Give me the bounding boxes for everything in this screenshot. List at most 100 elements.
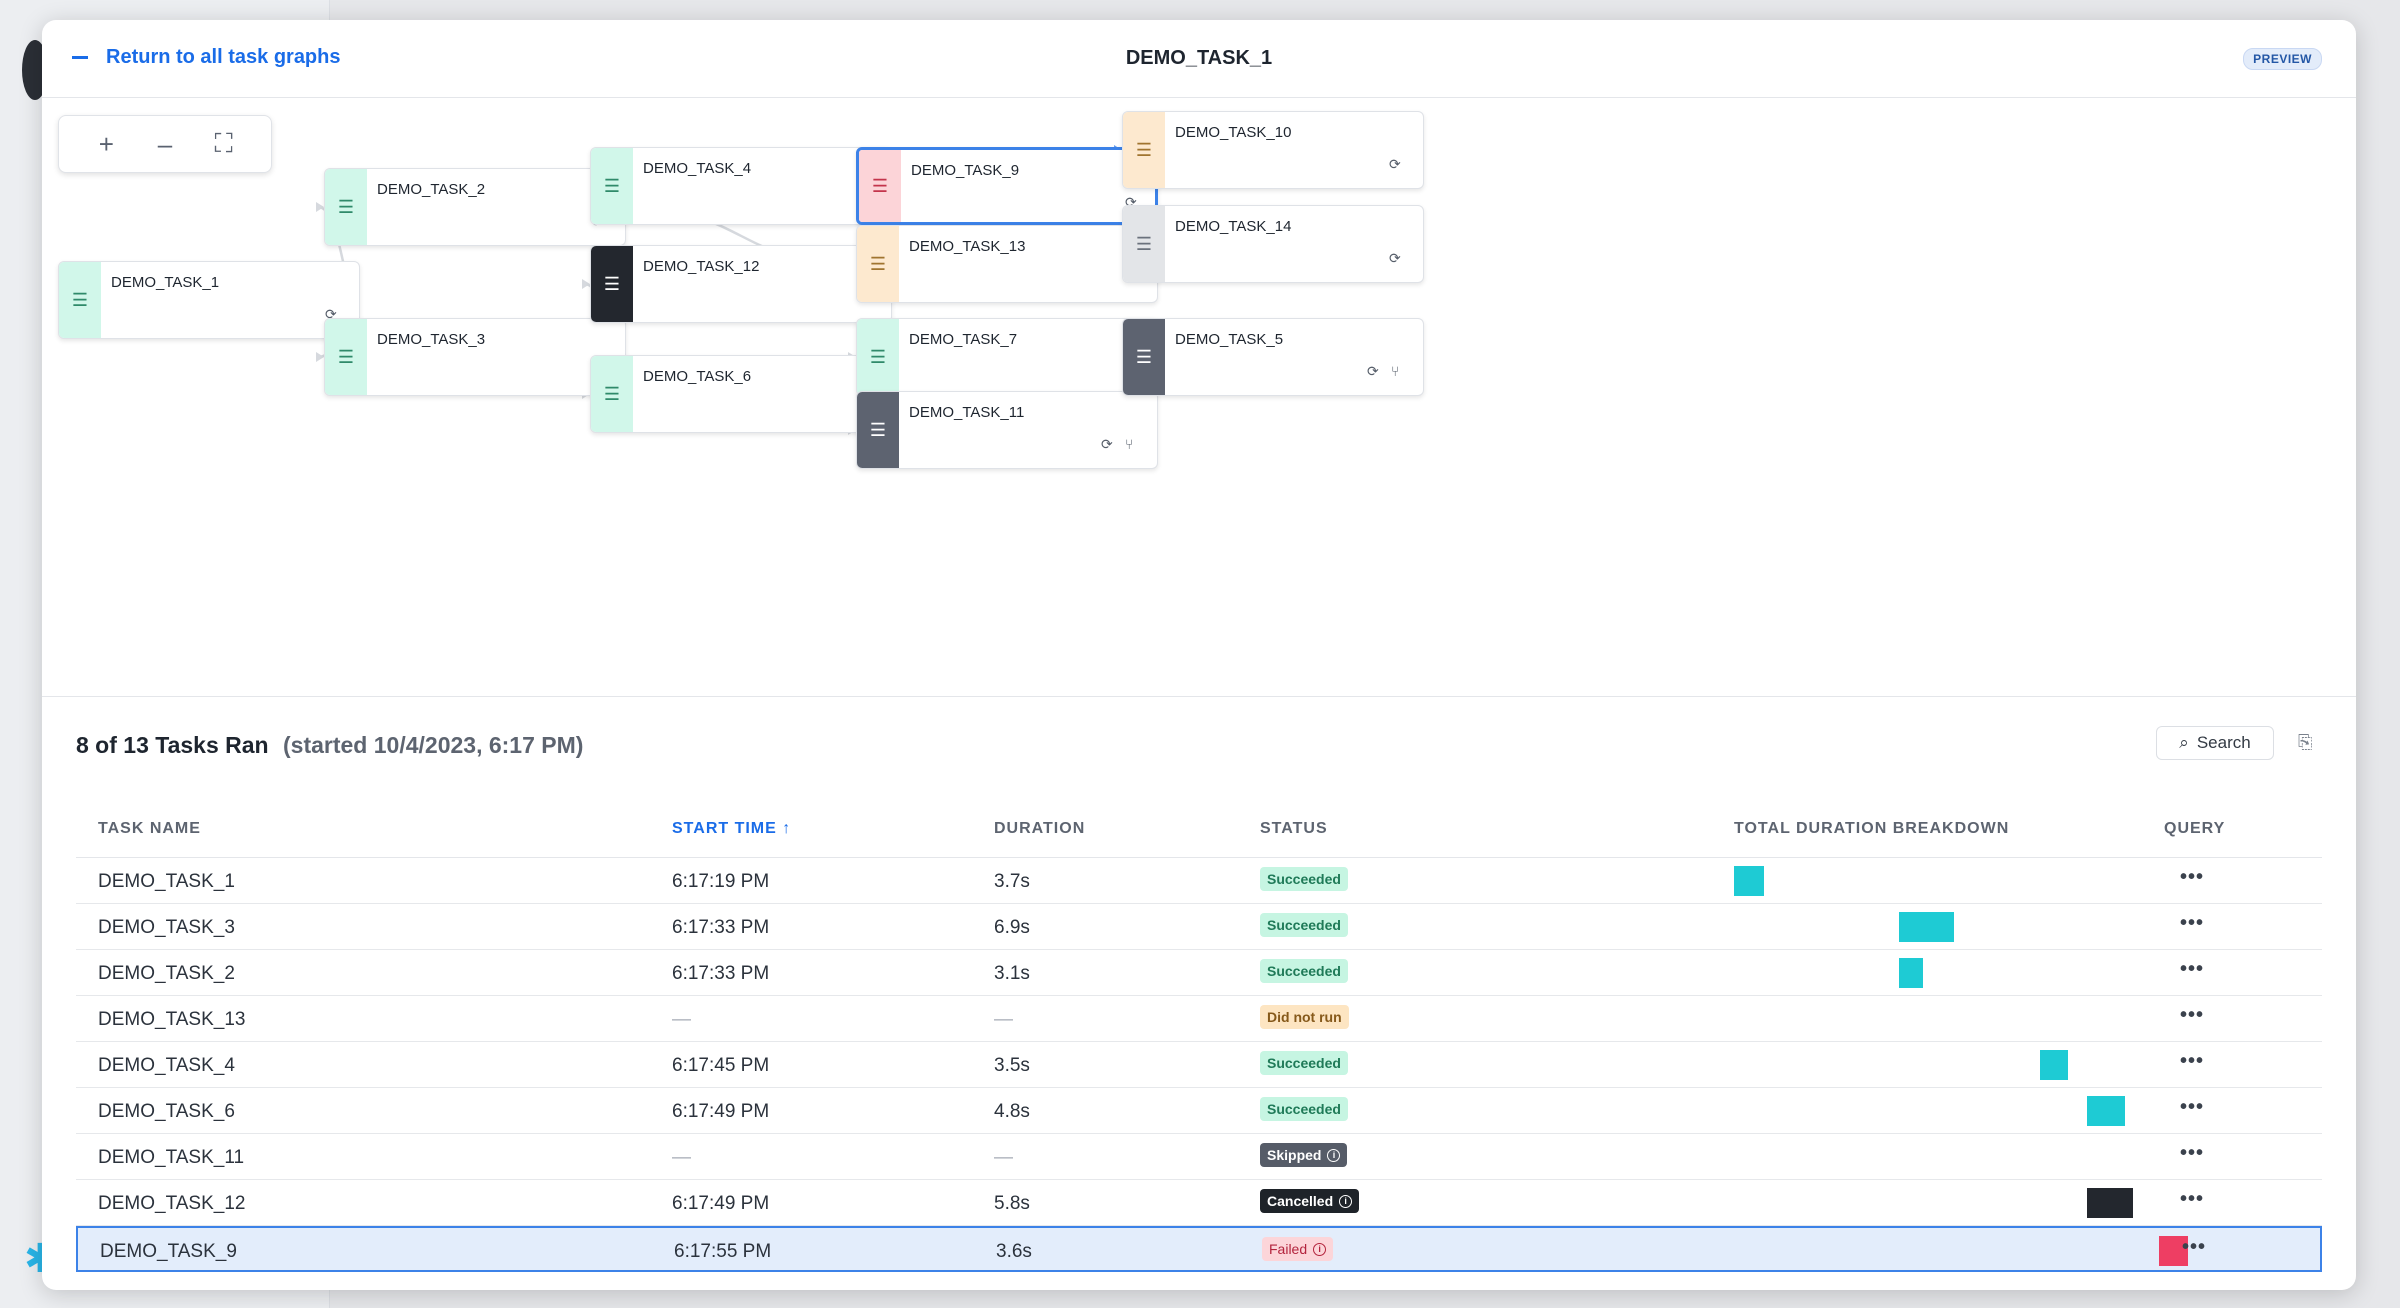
task-node-demo-task-11[interactable]: ☰DEMO_TASK_11Skippedi⟳⑂	[856, 391, 1158, 469]
task-graph-canvas[interactable]: + – ⛶ ☰DEMO_TASK_1Succeeded⟳☰DEMO_TASK_2…	[42, 99, 2356, 696]
task-type-icon: ☰	[325, 169, 367, 245]
refresh-icon[interactable]: ⟳	[1101, 436, 1113, 452]
info-icon[interactable]: i	[1327, 1148, 1341, 1162]
table-row[interactable]: DEMO_TASK_9 6:17:55 PM 3.6s Failed i •••	[76, 1226, 2322, 1272]
task-node-demo-task-4[interactable]: ☰DEMO_TASK_4Succeeded⟳	[590, 147, 892, 225]
task-type-icon: ☰	[1123, 206, 1165, 282]
query-menu-button[interactable]: •••	[2180, 1004, 2205, 1026]
task-node-name: DEMO_TASK_7	[909, 331, 1018, 348]
refresh-icon[interactable]: ⟳	[1389, 156, 1401, 172]
task-name-cell: DEMO_TASK_4	[98, 1055, 235, 1076]
column-header-label: QUERY	[2164, 820, 2226, 837]
info-icon[interactable]: i	[1339, 1194, 1353, 1208]
task-node-demo-task-10[interactable]: ☰DEMO_TASK_10Did not run⟳	[1122, 111, 1424, 189]
status-cell: Cancelled i	[1260, 1189, 1360, 1213]
status-cell: Succeeded	[1260, 1051, 1348, 1075]
status-cell: Succeeded	[1260, 959, 1348, 983]
column-header-query: QUERY	[2164, 820, 2225, 838]
status-badge: Succeeded	[1260, 959, 1348, 983]
task-node-demo-task-13[interactable]: ☰DEMO_TASK_13Did not run⟳	[856, 225, 1158, 303]
query-menu-button[interactable]: •••	[2180, 958, 2205, 980]
status-text: Succeeded	[1267, 963, 1341, 979]
query-menu-button[interactable]: •••	[2180, 912, 2205, 934]
table-row[interactable]: DEMO_TASK_3 6:17:33 PM 6.9s Succeeded •••	[76, 904, 2322, 950]
duration-bar[interactable]	[1898, 912, 1954, 942]
duration-bar[interactable]	[2086, 1096, 2126, 1126]
query-menu-button[interactable]: •••	[2180, 1096, 2205, 1118]
query-menu-button[interactable]: •••	[2180, 1188, 2205, 1210]
duration-bar[interactable]	[2086, 1188, 2134, 1218]
query-menu-button[interactable]: •••	[2180, 866, 2205, 888]
info-icon[interactable]: i	[1313, 1242, 1327, 1256]
task-node-name: DEMO_TASK_4	[643, 160, 752, 177]
status-cell: Succeeded	[1260, 913, 1348, 937]
status-text: Failed	[1269, 1241, 1308, 1257]
refresh-icon[interactable]: ⟳	[325, 306, 337, 322]
return-to-task-graphs-link[interactable]: Return to all task graphs	[72, 46, 341, 69]
task-node-name: DEMO_TASK_11	[909, 404, 1025, 421]
task-type-icon: ☰	[591, 148, 633, 224]
refresh-icon[interactable]: ⟳	[1125, 194, 1137, 210]
table-row[interactable]: DEMO_TASK_11 — — Skipped i •••	[76, 1134, 2322, 1180]
status-badge: Failed i	[1262, 1237, 1334, 1261]
duration-cell: 3.5s	[994, 1055, 1030, 1076]
task-node-demo-task-9[interactable]: ☰DEMO_TASK_9Failedi⟳↗	[856, 147, 1158, 225]
run-summary: 8 of 13 Tasks Ran (started 10/4/2023, 6:…	[76, 732, 583, 759]
status-badge: Cancelled i	[1260, 1189, 1360, 1213]
task-node-demo-task-5[interactable]: ☰DEMO_TASK_5Skippedi⟳⑂	[1122, 318, 1424, 396]
task-node-demo-task-6[interactable]: ☰DEMO_TASK_6Succeeded⟳	[590, 355, 892, 433]
start-time-cell: —	[672, 1147, 691, 1168]
status-badge: Did not run	[1260, 1005, 1349, 1029]
task-node-demo-task-14[interactable]: ☰DEMO_TASK_14Suspended⟳	[1122, 205, 1424, 283]
task-type-icon: ☰	[325, 319, 367, 395]
duration-bar[interactable]	[1898, 958, 1924, 988]
modal-header: Return to all task graphs DEMO_TASK_1 PR…	[42, 20, 2356, 98]
column-header-label: START TIME	[672, 820, 777, 837]
zoom-out-button[interactable]: –	[157, 128, 173, 159]
status-cell: Succeeded	[1260, 867, 1348, 891]
branch-icon[interactable]: ⑂	[1125, 436, 1134, 452]
task-name-cell: DEMO_TASK_6	[98, 1101, 235, 1122]
refresh-icon[interactable]: ⟳	[1389, 250, 1401, 266]
sort-ascending-icon[interactable]: ↑	[776, 820, 792, 837]
query-menu-button[interactable]: •••	[2182, 1236, 2207, 1258]
task-node-demo-task-7[interactable]: ☰DEMO_TASK_7Succeeded⟳	[856, 318, 1158, 396]
task-node-name: DEMO_TASK_10	[1175, 124, 1292, 141]
task-name-cell: DEMO_TASK_11	[98, 1147, 245, 1168]
status-cell: Did not run	[1260, 1005, 1349, 1029]
duration-bar[interactable]	[1734, 866, 1764, 896]
branch-icon[interactable]: ⑂	[1391, 363, 1400, 379]
refresh-icon[interactable]: ⟳	[1367, 363, 1379, 379]
table-row[interactable]: DEMO_TASK_2 6:17:33 PM 3.1s Succeeded •••	[76, 950, 2322, 996]
table-row[interactable]: DEMO_TASK_13 — — Did not run •••	[76, 996, 2322, 1042]
page-title: DEMO_TASK_1	[1125, 47, 1273, 69]
table-row[interactable]: DEMO_TASK_4 6:17:45 PM 3.5s Succeeded •••	[76, 1042, 2322, 1088]
task-type-icon: ☰	[857, 226, 899, 302]
task-type-icon: ☰	[857, 392, 899, 468]
duration-bar[interactable]	[2039, 1050, 2068, 1080]
task-name-cell: DEMO_TASK_1	[98, 871, 235, 892]
table-row[interactable]: DEMO_TASK_6 6:17:49 PM 4.8s Succeeded •••	[76, 1088, 2322, 1134]
back-icon	[72, 56, 88, 59]
task-node-name: DEMO_TASK_6	[643, 368, 752, 385]
query-menu-button[interactable]: •••	[2180, 1142, 2205, 1164]
fit-view-button[interactable]: ⛶	[214, 128, 233, 158]
task-node-demo-task-1[interactable]: ☰DEMO_TASK_1Succeeded⟳	[58, 261, 360, 339]
task-node-name: DEMO_TASK_5	[1175, 331, 1284, 348]
table-row[interactable]: DEMO_TASK_1 6:17:19 PM 3.7s Succeeded •••	[76, 858, 2322, 904]
export-icon[interactable]: ⎘	[2298, 732, 2313, 752]
query-menu-button[interactable]: •••	[2180, 1050, 2205, 1072]
task-node-demo-task-3[interactable]: ☰DEMO_TASK_3Succeeded⟳	[324, 318, 626, 396]
table-row[interactable]: DEMO_TASK_12 6:17:49 PM 5.8s Cancelled i •••	[76, 1180, 2322, 1226]
task-node-name: DEMO_TASK_2	[377, 181, 486, 198]
status-text: Succeeded	[1267, 917, 1341, 933]
column-header-start-time[interactable]: START TIME ↑	[672, 820, 791, 838]
duration-bar[interactable]	[2159, 1236, 2189, 1266]
task-node-demo-task-2[interactable]: ☰DEMO_TASK_2Succeeded⟳	[324, 168, 626, 246]
start-time-cell: 6:17:49 PM	[672, 1101, 770, 1122]
task-node-demo-task-12[interactable]: ☰DEMO_TASK_12Cancelledi⟳	[590, 245, 892, 323]
search-button[interactable]: ⌕ Search	[2156, 726, 2274, 760]
zoom-in-button[interactable]: +	[98, 128, 114, 159]
column-header-label: TOTAL DURATION BREAKDOWN	[1734, 820, 2010, 837]
task-name-cell: DEMO_TASK_3	[98, 917, 235, 938]
